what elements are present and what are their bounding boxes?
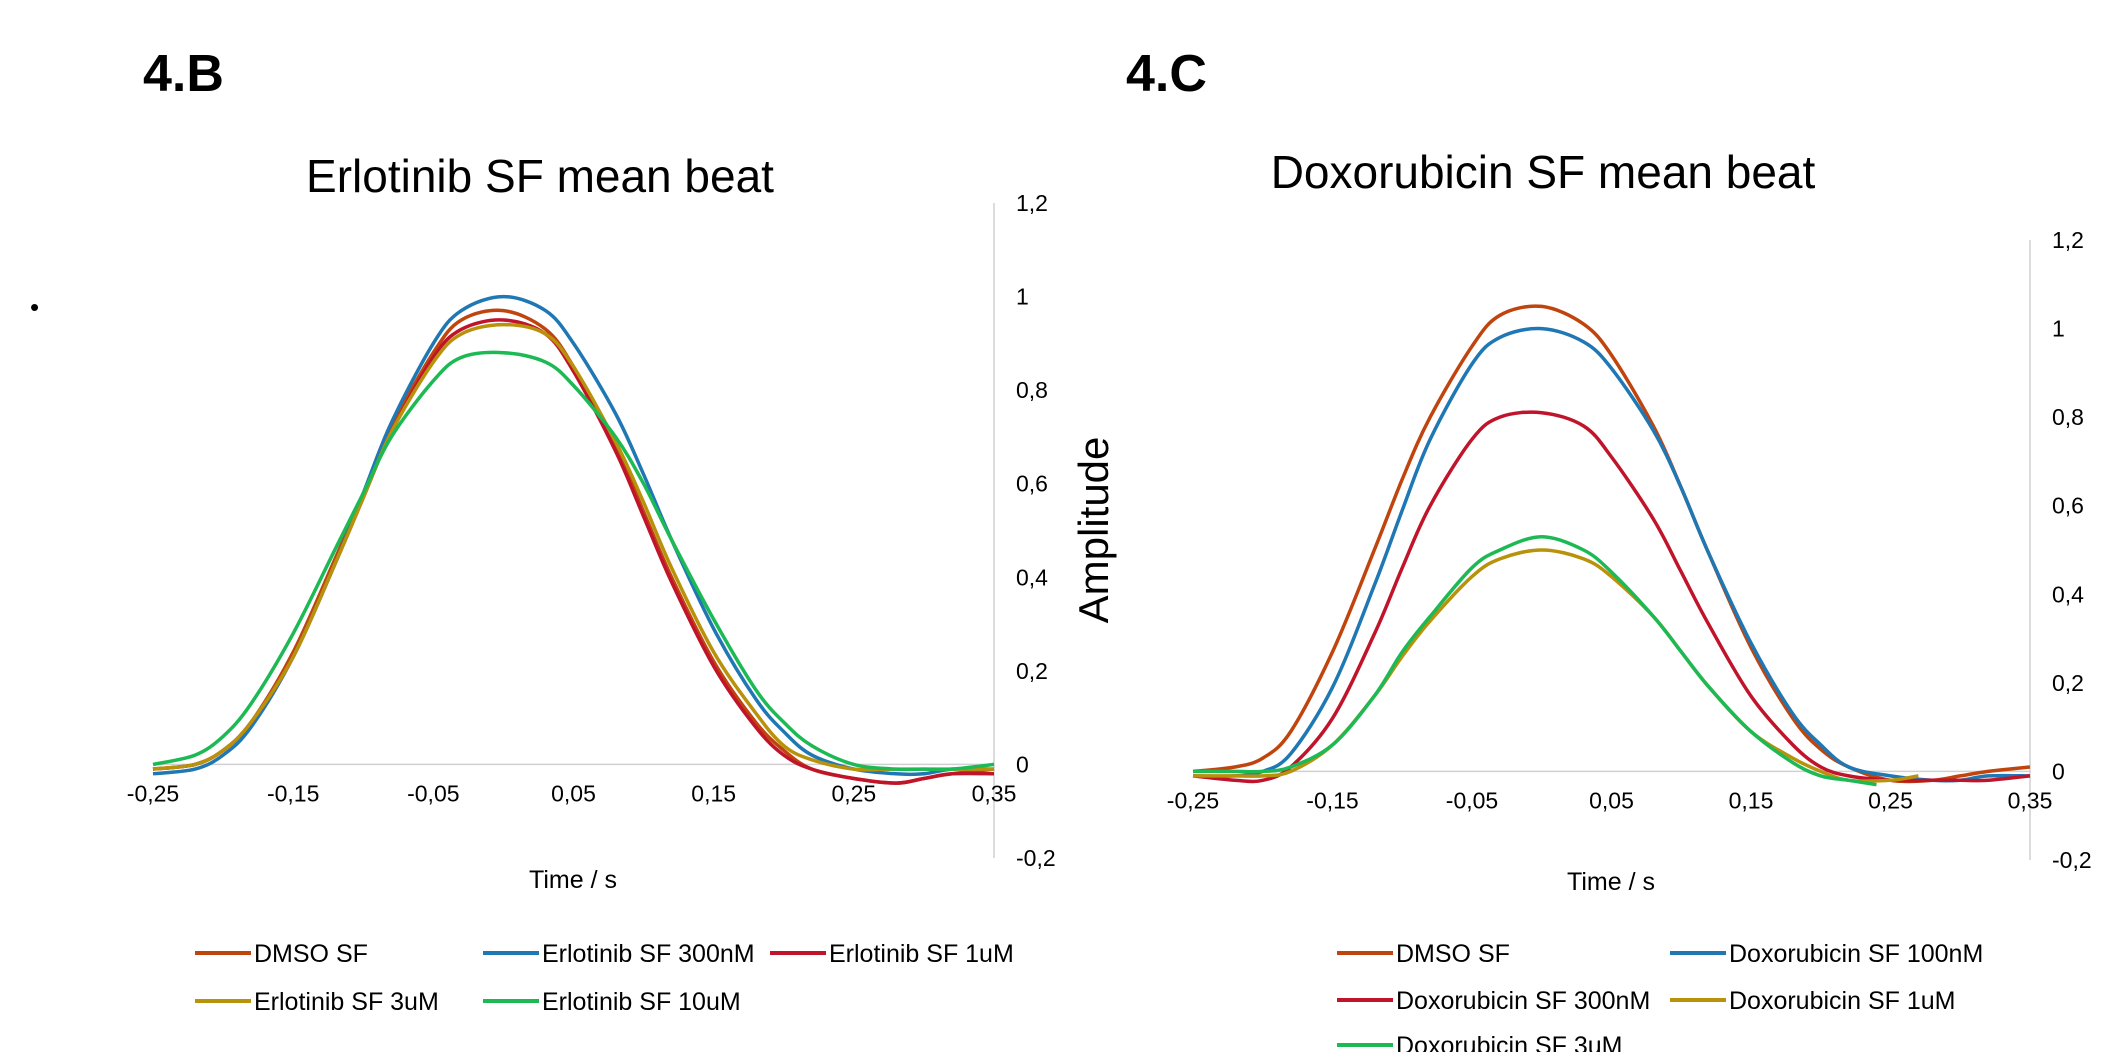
x-tick-label: -0,25 [127, 780, 179, 806]
series-line-2 [1192, 326, 2031, 783]
legend-label: Erlotinib SF 300nM [542, 940, 755, 968]
x-axis-label: Time / s [529, 866, 617, 894]
legend-label: DMSO SF [254, 940, 368, 968]
chart-title: Doxorubicin SF mean beat [1271, 146, 1816, 198]
stray-bullet: • [30, 292, 39, 322]
y-tick-label: 1,2 [2052, 227, 2084, 253]
series-line-4 [152, 322, 994, 772]
y-tick-label: 0 [1016, 751, 1029, 777]
y-tick-label: 0,6 [1016, 471, 1048, 497]
legend-label: Erlotinib SF 10uM [542, 988, 741, 1016]
x-tick-label: 0,35 [2008, 787, 2053, 813]
series-line-5 [152, 350, 995, 772]
x-tick-label: 0,35 [972, 780, 1017, 806]
x-tick-label: -0,05 [1446, 787, 1498, 813]
legend-label: Doxorubicin SF 3uM [1396, 1032, 1622, 1052]
legend-label: DMSO SF [1396, 940, 1510, 968]
chart-doxorubicin: Doxorubicin SF mean beat -0,2 0 0,2 0,4 0,6 0,… [1167, 146, 2092, 1052]
x-tick-label: -0,15 [267, 780, 319, 806]
x-tick-label: 0,15 [691, 780, 736, 806]
y-tick-label: 0,6 [2052, 493, 2084, 519]
legend-label: Erlotinib SF 1uM [829, 940, 1014, 968]
y-tick-label: 0,4 [2052, 581, 2084, 607]
chart-erlotinib: Erlotinib SF mean beat -0,2 0 0,2 0,4 0,6 0,8 1… [127, 150, 1056, 1016]
y-tick-label: 0,8 [1016, 377, 1048, 403]
legend-label: Doxorubicin SF 1uM [1729, 987, 1955, 1015]
y-tick-label: 0,4 [1016, 564, 1048, 590]
legend-label: Erlotinib SF 3uM [254, 988, 439, 1016]
series-line-3 [152, 318, 995, 785]
x-tick-label: 0,25 [1868, 787, 1913, 813]
panel-label-c: 4.C [1126, 45, 1207, 103]
legend-label: Doxorubicin SF 300nM [1396, 987, 1650, 1015]
legend-label: Doxorubicin SF 100nM [1729, 940, 1983, 968]
y-tick-label: 1 [2052, 316, 2065, 342]
x-axis-label: Time / s [1567, 868, 1655, 896]
panel-label-b: 4.B [143, 45, 224, 103]
series-line-4 [1192, 548, 1919, 783]
x-tick-label: 0,25 [831, 780, 876, 806]
y-tick-label: 0 [2052, 758, 2065, 784]
chart-title: Erlotinib SF mean beat [306, 150, 774, 202]
series-line-1 [152, 308, 995, 785]
y-tick-label: -0,2 [1016, 845, 1056, 871]
x-tick-label: 0,05 [1589, 787, 1634, 813]
shared-y-axis-label: Amplitude [1070, 437, 1117, 624]
y-tick-label: 0,2 [2052, 670, 2084, 696]
x-tick-label: -0,05 [407, 780, 459, 806]
y-tick-label: 1,2 [1016, 190, 1048, 216]
x-tick-label: -0,25 [1167, 787, 1219, 813]
series-line-5 [1193, 534, 1877, 787]
y-tick-label: -0,2 [2052, 847, 2092, 873]
x-tick-label: -0,15 [1306, 787, 1358, 813]
series-line-3 [1192, 410, 2031, 784]
x-tick-label: 0,15 [1729, 787, 1774, 813]
x-tick-label: 0,05 [551, 780, 596, 806]
y-tick-label: 0,8 [2052, 404, 2084, 430]
y-tick-label: 1 [1016, 284, 1029, 310]
y-tick-label: 0,2 [1016, 658, 1048, 684]
